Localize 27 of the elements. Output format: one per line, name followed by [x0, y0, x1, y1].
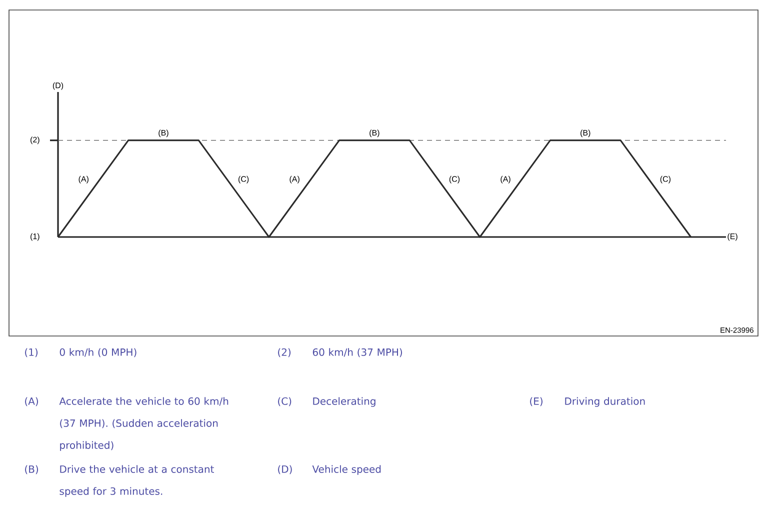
text: (B)	[580, 130, 590, 138]
annotation: (C)	[449, 176, 460, 184]
text: 0 km/h (0 MPH)	[60, 348, 136, 358]
text: (1)	[25, 348, 38, 358]
text: (E)	[530, 397, 542, 406]
annotation: (C)	[238, 176, 249, 184]
text: (C)	[278, 397, 292, 406]
text: Driving duration	[565, 397, 645, 407]
text: (B)	[370, 130, 380, 138]
text: Vehicle speed	[312, 465, 381, 475]
text: (2)	[278, 348, 291, 358]
text: Drive the vehicle at a constant speed for 3 minutes.	[60, 465, 214, 497]
text: 60 km/h (37 MPH)	[312, 348, 402, 358]
x-axis-title: (E)	[728, 233, 738, 241]
text: (D)	[52, 82, 64, 90]
annotation: (A)	[78, 176, 88, 184]
text: Decelerating	[313, 397, 376, 407]
text: Accelerate the vehicle to 60 km/h (37 MPH). (Sudden acceleration prohibited)	[59, 397, 228, 451]
text: (A)	[25, 397, 38, 406]
text: (B)	[25, 465, 38, 474]
text: (D)	[278, 465, 292, 474]
annotation: (A)	[500, 176, 510, 184]
annotation: (A)	[290, 176, 300, 184]
text: (2)	[30, 136, 40, 144]
annotation: (C)	[660, 176, 670, 184]
text: (B)	[158, 130, 168, 138]
text: (1)	[30, 233, 40, 241]
